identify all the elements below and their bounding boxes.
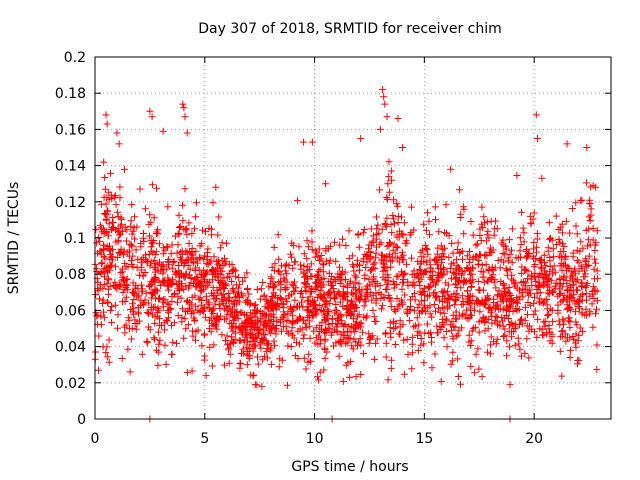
y-tick-label: 0.06 — [55, 303, 86, 319]
x-tick-label: 15 — [415, 431, 433, 447]
y-tick-label: 0.02 — [55, 376, 86, 392]
srmtid-series-points — [91, 86, 602, 423]
x-tick-label: 5 — [200, 431, 209, 447]
x-axis-label: GPS time / hours — [291, 459, 408, 475]
data-points — [91, 86, 602, 423]
axis-ticks — [94, 56, 611, 420]
chart-title: Day 307 of 2018, SRMTID for receiver chi… — [198, 21, 502, 37]
y-tick-label: 0.16 — [55, 122, 86, 138]
grid — [95, 57, 611, 419]
x-tick-label: 0 — [91, 431, 100, 447]
y-tick-label: 0.18 — [55, 86, 86, 102]
plot-frame — [94, 56, 612, 420]
y-tick-label: 0.2 — [64, 50, 86, 66]
x-tick-label: 20 — [525, 431, 543, 447]
y-axis-label: SRMTID / TECUs — [6, 182, 22, 295]
y-tick-label: 0.04 — [55, 340, 86, 356]
y-tick-label: 0.12 — [55, 195, 86, 211]
y-tick-label: 0.08 — [55, 267, 86, 283]
y-tick-label: 0 — [77, 412, 86, 428]
x-tick-label: 10 — [306, 431, 324, 447]
y-tick-label: 0.1 — [64, 231, 86, 247]
tick-labels: 0 0.02 0.04 0.06 0.08 0.1 0.12 0.14 0.16 0.18 0.2 0… — [55, 50, 543, 447]
y-tick-label: 0.14 — [55, 159, 86, 175]
